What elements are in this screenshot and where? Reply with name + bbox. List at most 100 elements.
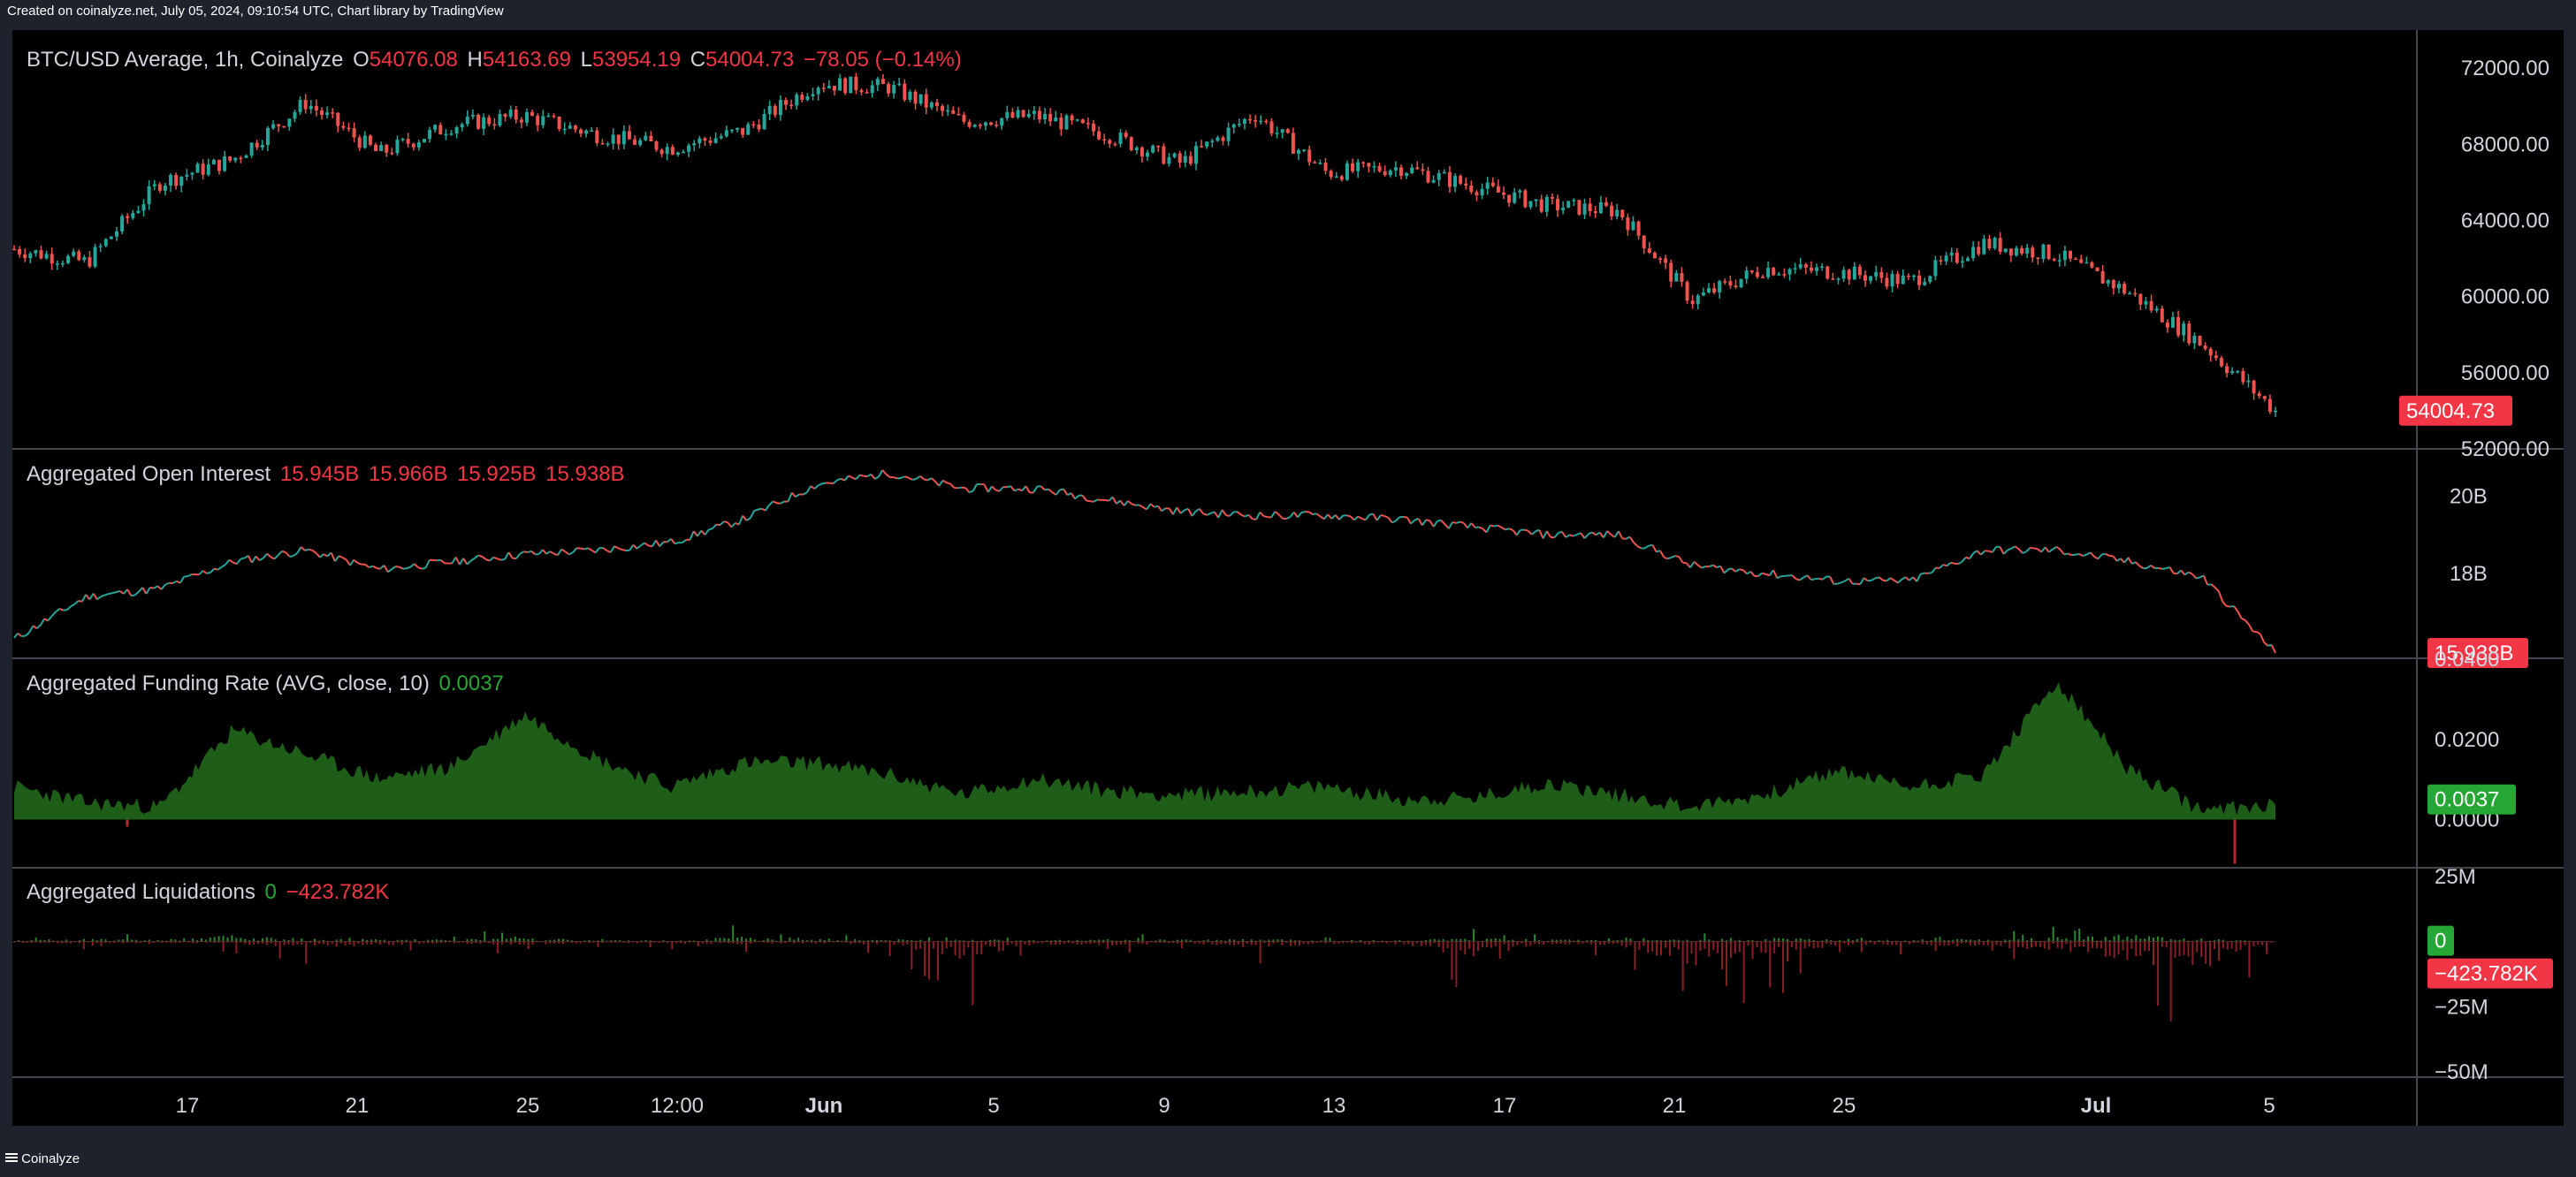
oi-segment — [931, 477, 936, 482]
menu-icon[interactable] — [5, 1142, 18, 1177]
oi-segment — [92, 593, 98, 600]
price-candle — [2154, 308, 2159, 311]
price-candle — [2160, 308, 2164, 323]
oi-segment — [1055, 489, 1061, 496]
oi-segment — [1244, 513, 1249, 518]
price-candle — [1442, 171, 1446, 174]
oi-segment — [805, 485, 812, 493]
oi-segment — [1545, 530, 1551, 538]
funding-last-badge-bg — [2427, 784, 2516, 815]
chart-svg[interactable]: 72000.00 68000.00 64000.00 60000.00 56000.00… — [12, 30, 2564, 1126]
oi-segment — [648, 544, 652, 548]
oi-segment — [833, 479, 838, 484]
price-candle — [1108, 140, 1112, 144]
oi-segment — [2055, 546, 2062, 551]
oi-segment — [214, 567, 218, 571]
oi-segment — [349, 559, 355, 566]
price-candle — [1685, 282, 1689, 301]
oi-segment — [1142, 506, 1147, 511]
price-candle — [1086, 123, 1090, 125]
oi-segment — [500, 558, 506, 561]
time-axis-tick: 25 — [1833, 1094, 1856, 1118]
price-candle — [2062, 250, 2067, 261]
brand-logo-text[interactable]: Coinalyze — [21, 1151, 80, 1166]
price-candle — [411, 143, 415, 148]
price-candle — [482, 117, 486, 129]
oi-segment — [1613, 530, 1620, 538]
price-candle — [2025, 247, 2030, 254]
price-candle — [255, 142, 259, 148]
price-candle — [1761, 277, 1765, 278]
oi-segment — [1191, 510, 1197, 517]
price-candle — [762, 113, 766, 130]
price-candle — [1043, 113, 1048, 120]
oi-segment — [1618, 530, 1624, 539]
oi-segment — [21, 634, 26, 638]
oi-segment — [2093, 556, 2099, 560]
oi-segment — [527, 550, 532, 554]
oi-segment — [123, 588, 128, 595]
price-candle — [1177, 153, 1182, 163]
oi-segment — [644, 542, 650, 547]
price-candle — [1966, 258, 1970, 262]
oi-segment — [1104, 498, 1109, 502]
price-candle — [1075, 119, 1079, 121]
price-candle — [454, 127, 459, 134]
price-candle — [773, 105, 777, 116]
price-candle — [1291, 133, 1295, 154]
oi-segment — [273, 554, 279, 560]
oi-segment — [2044, 546, 2050, 553]
price-candle — [498, 114, 502, 126]
oi-segment — [2161, 567, 2167, 570]
liq-short-value: −423.782K — [286, 880, 390, 904]
oi-segment — [764, 505, 770, 512]
oi-segment — [1561, 531, 1566, 538]
oi-segment — [2210, 583, 2216, 588]
oi-segment — [357, 562, 362, 566]
oi-segment — [1818, 577, 1823, 581]
oi-segment — [1606, 530, 1612, 535]
oi-segment — [1470, 522, 1476, 528]
oi-segment — [1988, 550, 1993, 554]
price-candle — [2052, 258, 2056, 261]
oi-segment — [591, 549, 597, 554]
price-candle — [665, 147, 669, 155]
oi-segment — [1734, 568, 1741, 573]
oi-segment — [1323, 513, 1329, 520]
oi-segment — [1172, 506, 1178, 515]
oi-segment — [1338, 514, 1344, 520]
oi-segment — [1515, 529, 1521, 536]
oi-segment — [1199, 508, 1204, 515]
price-candle — [244, 155, 248, 158]
oi-segment — [897, 476, 902, 480]
oi-segment — [2237, 611, 2243, 619]
oi-segment — [1527, 529, 1533, 535]
price-candle — [1048, 113, 1053, 122]
oi-segment — [17, 632, 23, 637]
price-candle — [1718, 281, 1722, 293]
price-candle — [1334, 176, 1338, 178]
oi-segment — [395, 566, 400, 568]
price-candle — [1998, 238, 2002, 252]
oi-segment — [1184, 507, 1189, 512]
oi-segment — [417, 566, 423, 570]
oi-segment — [1844, 577, 1849, 582]
oi-segment — [636, 544, 642, 550]
oi-segment — [96, 596, 102, 601]
oi-segment — [311, 550, 317, 554]
chart-frame[interactable]: 72000.00 68000.00 64000.00 60000.00 56000.00… — [12, 30, 2564, 1126]
oi-segment — [934, 481, 941, 487]
price-candle — [767, 105, 772, 114]
price-candle — [633, 139, 637, 145]
oi-segment — [1709, 564, 1714, 568]
oi-segment — [1535, 528, 1540, 533]
oi-segment — [1368, 513, 1374, 516]
price-candle — [1593, 211, 1597, 214]
price-candle — [1464, 183, 1468, 186]
price-candle — [1459, 176, 1463, 184]
oi-segment — [1727, 567, 1733, 571]
oi-segment — [2082, 553, 2087, 558]
price-candle — [595, 130, 599, 143]
oi-segment — [1361, 518, 1367, 521]
oi-segment — [1437, 519, 1442, 522]
